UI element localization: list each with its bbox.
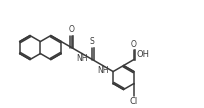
Text: OH: OH <box>137 50 150 59</box>
Text: NH: NH <box>97 66 109 75</box>
Text: NH: NH <box>76 54 88 63</box>
Text: O: O <box>131 40 137 49</box>
Text: S: S <box>90 37 95 46</box>
Text: O: O <box>69 25 74 34</box>
Text: Cl: Cl <box>130 97 138 106</box>
